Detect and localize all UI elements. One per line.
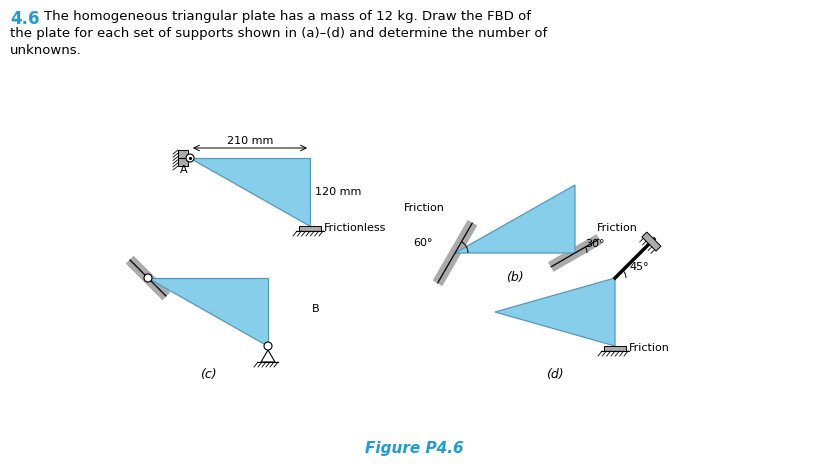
Text: The homogeneous triangular plate has a mass of 12 kg. Draw the FBD of: The homogeneous triangular plate has a m…	[44, 10, 531, 23]
Text: 30°: 30°	[585, 239, 604, 249]
Polygon shape	[261, 350, 275, 362]
Text: (c): (c)	[200, 368, 216, 381]
Bar	[604, 346, 625, 351]
Text: 45°: 45°	[628, 262, 647, 272]
Text: Friction: Friction	[403, 203, 445, 213]
Text: (a): (a)	[241, 299, 258, 312]
Polygon shape	[641, 232, 660, 251]
Text: A: A	[180, 165, 188, 175]
Text: 4.6: 4.6	[10, 10, 40, 28]
Circle shape	[185, 154, 194, 162]
Text: Friction: Friction	[596, 223, 637, 233]
Text: 120 mm: 120 mm	[315, 187, 361, 197]
Text: Frictionless: Frictionless	[324, 223, 386, 233]
Text: the plate for each set of supports shown in (a)–(d) and determine the number of: the plate for each set of supports shown…	[10, 27, 546, 40]
Text: Figure P4.6: Figure P4.6	[364, 441, 463, 456]
Bar	[299, 226, 320, 231]
Text: 210 mm: 210 mm	[227, 136, 273, 146]
Text: B: B	[311, 304, 320, 314]
Polygon shape	[455, 185, 575, 253]
Polygon shape	[494, 278, 614, 346]
Text: Friction: Friction	[628, 343, 669, 353]
Text: 60°: 60°	[413, 238, 432, 248]
Polygon shape	[190, 158, 310, 226]
Circle shape	[263, 342, 272, 350]
Circle shape	[144, 274, 152, 282]
Bar	[178, 150, 188, 166]
Text: (d): (d)	[546, 368, 563, 381]
Polygon shape	[148, 278, 267, 346]
Text: (b): (b)	[506, 271, 523, 284]
Text: unknowns.: unknowns.	[10, 44, 82, 57]
